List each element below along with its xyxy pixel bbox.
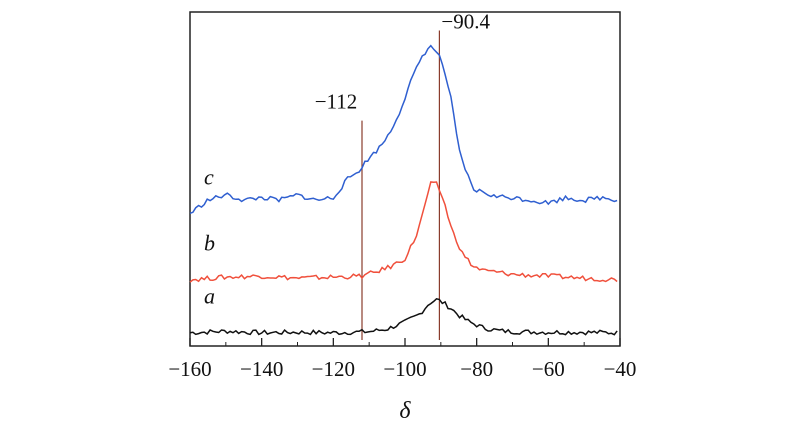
x-axis: −160 −140 −120 −100 −80 −60 −40 — [168, 338, 636, 381]
reference-lines — [361, 30, 440, 340]
series-layer — [189, 44, 618, 336]
curve-label-b: b — [204, 231, 215, 256]
annotation-label: −90.4 — [441, 10, 490, 34]
x-tick-label: −100 — [383, 357, 426, 381]
x-tick-label: −120 — [312, 357, 355, 381]
series-line-a — [189, 297, 618, 336]
annotation-label: −112 — [315, 90, 358, 114]
plot-frame — [189, 11, 621, 347]
x-axis-title: δ — [399, 398, 411, 424]
series-line-c — [189, 44, 618, 215]
series-line-b — [189, 181, 618, 283]
annotation-labels: −112 −90.4 — [315, 10, 491, 114]
curve-label-a: a — [204, 284, 215, 309]
curve-labels: a b c — [204, 164, 215, 308]
x-tick-label: −40 — [604, 357, 637, 381]
curve-label-c: c — [204, 164, 214, 189]
x-tick-label: −80 — [460, 357, 493, 381]
x-tick-label: −160 — [168, 357, 211, 381]
x-tick-label: −140 — [240, 357, 283, 381]
x-tick-label: −60 — [532, 357, 565, 381]
